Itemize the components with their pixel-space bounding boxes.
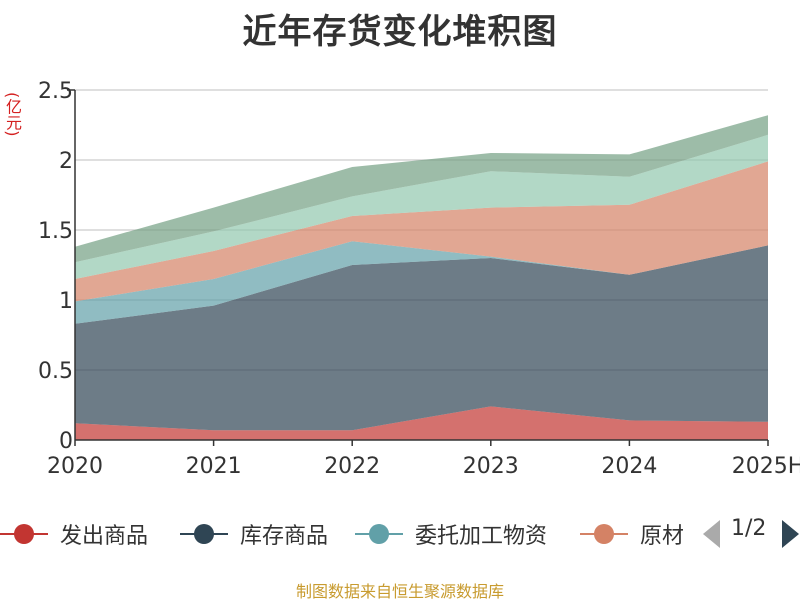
area-series-1 [75,406,768,440]
area-series-2 [75,245,768,431]
legend-marker-icon [355,524,403,544]
legend-marker-icon [580,524,628,544]
x-tick-label: 2020 [47,454,103,479]
legend: 发出商品 库存商品 委托加工物资 原材 [0,512,800,556]
y-tick-label: 2.5 [38,79,73,104]
chart-title: 近年存货变化堆积图 [242,12,558,52]
stacked-area-chart: 0 0.5 1 1.5 2 2.5 2020 2021 2022 2023 2024 2025H [38,79,800,479]
data-source-note: 制图数据来自恒生聚源数据库 [295,582,504,601]
y-tick-label: 0 [59,429,73,454]
y-tick-label: 1.5 [38,219,73,244]
area-series-4 [75,161,768,302]
y-axis-unit-label: (亿元) [3,92,22,137]
legend-item[interactable]: 发出商品 [0,512,148,556]
area-series-5 [75,134,768,279]
legend-item[interactable]: 原材 [580,512,683,556]
y-tick-label: 0.5 [38,359,73,384]
legend-next-page-icon[interactable] [782,520,799,548]
legend-marker-icon [0,524,48,544]
area-series-3 [75,241,768,324]
legend-item[interactable]: 委托加工物资 [355,512,547,556]
legend-item[interactable]: 库存商品 [180,512,328,556]
legend-label: 原材 [640,524,683,549]
x-tick-label: 2022 [324,454,380,479]
y-tick-label: 2 [59,149,73,174]
x-tick-label: 2024 [601,454,657,479]
legend-label: 委托加工物资 [415,524,548,549]
legend-label: 库存商品 [240,524,329,549]
y-tick-label: 1 [59,289,73,314]
x-tick-label: 2021 [186,454,242,479]
legend-items: 发出商品 库存商品 委托加工物资 原材 [0,512,683,556]
legend-prev-page-icon[interactable] [703,520,720,548]
x-tick-label: 2025H [732,454,800,479]
legend-page-indicator: 1/2 [731,516,767,541]
legend-marker-icon [180,524,228,544]
x-tick-label: 2023 [463,454,519,479]
legend-label: 发出商品 [60,524,149,549]
